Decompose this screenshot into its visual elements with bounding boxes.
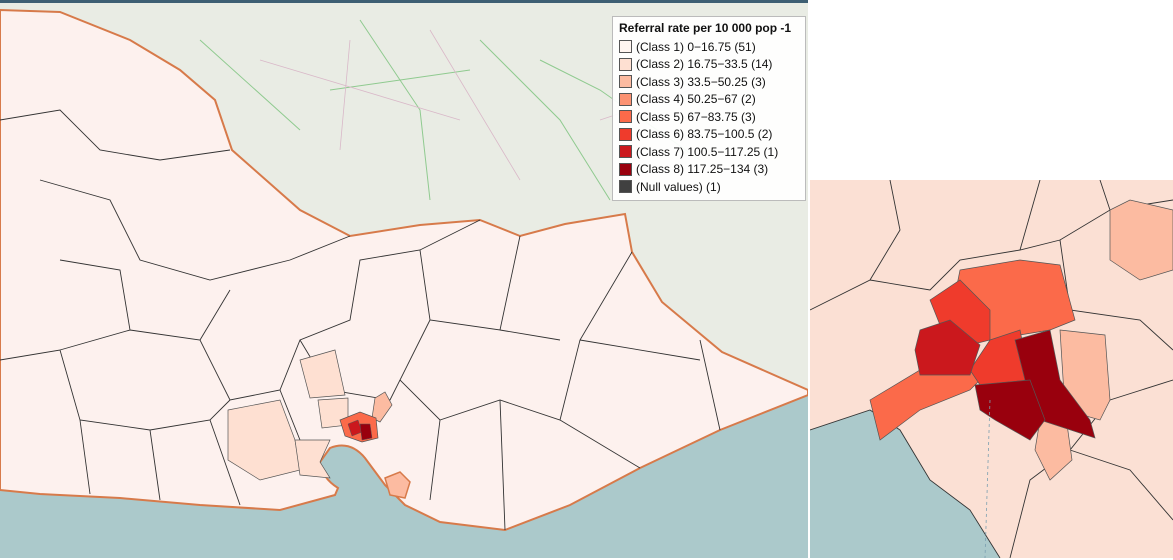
legend-swatch [619, 92, 632, 106]
legend-label: (Class 4) 50.25−67 (2) [636, 92, 756, 107]
region-class8 [359, 423, 373, 441]
legend-label: (Class 1) 0−16.75 (51) [636, 39, 756, 54]
region-class2 [299, 349, 346, 399]
legend-item: (Class 5) 67−83.75 (3) [619, 108, 799, 126]
legend-label: (Class 3) 33.5−50.25 (3) [636, 74, 766, 89]
legend-item: (Class 6) 83.75−100.5 (2) [619, 126, 799, 144]
legend-item: (Null values) (1) [619, 178, 799, 196]
legend-item: (Class 1) 0−16.75 (51) [619, 38, 799, 56]
region-class2 [294, 439, 331, 479]
legend-item: (Class 2) 16.75−33.5 (14) [619, 56, 799, 74]
region-class8 [974, 379, 1046, 441]
region-class7 [914, 319, 981, 376]
legend-swatch [619, 40, 632, 54]
victoria [0, 8, 808, 532]
legend-swatch [619, 127, 632, 141]
region-class3 [371, 391, 393, 423]
legend-title: Referral rate per 10 000 pop -1 [619, 21, 792, 35]
inset-map [810, 180, 1173, 558]
roads-nsw [199, 19, 701, 201]
sea [0, 395, 808, 558]
legend-swatch [619, 57, 632, 71]
legend-swatch [619, 110, 632, 124]
island [384, 471, 411, 499]
legend-label: (Class 8) 117.25−134 (3) [636, 162, 769, 177]
legend-label: (Class 6) 83.75−100.5 (2) [636, 127, 773, 142]
legend-rows: (Class 1) 0−16.75 (51) (Class 2) 16.75−33… [619, 38, 799, 196]
legend-label: (Class 5) 67−83.75 (3) [636, 109, 756, 124]
legend-label: (Class 7) 100.5−117.25 (1) [636, 144, 779, 159]
legend: Referral rate per 10 000 pop -1 (Class 1… [612, 16, 806, 201]
legend-item: (Class 4) 50.25−67 (2) [619, 91, 799, 109]
legend-item: (Class 8) 117.25−134 (3) [619, 161, 799, 179]
legend-swatch [619, 162, 632, 176]
legend-swatch [619, 75, 632, 89]
bay [320, 445, 365, 488]
legend-item: (Class 3) 33.5−50.25 (3) [619, 73, 799, 91]
legend-swatch [619, 180, 632, 194]
legend-label: (Null values) (1) [636, 179, 721, 194]
top-border [0, 0, 808, 3]
region-class3 [1109, 199, 1173, 281]
shipping-lane [984, 399, 991, 558]
legend-label: (Class 2) 16.75−33.5 (14) [636, 57, 773, 72]
legend-swatch [619, 145, 632, 159]
bay [810, 410, 1000, 558]
legend-item: (Class 7) 100.5−117.25 (1) [619, 143, 799, 161]
roads [259, 29, 781, 181]
